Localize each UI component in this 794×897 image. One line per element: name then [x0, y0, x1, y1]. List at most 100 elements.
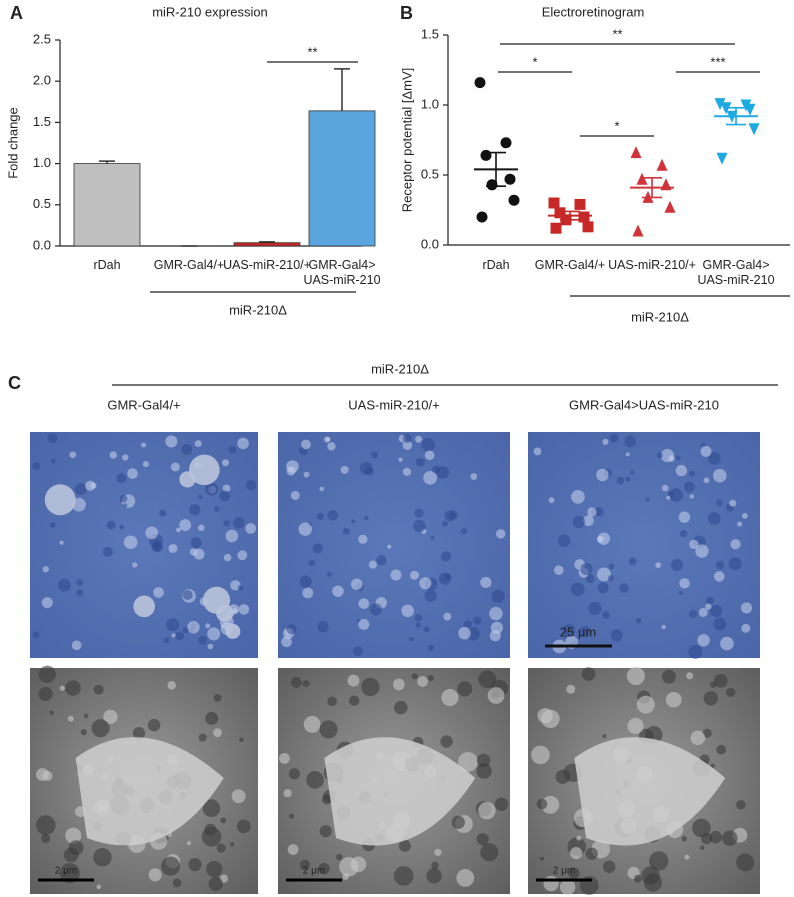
cell-texture	[301, 439, 311, 450]
em-texture	[59, 863, 80, 884]
cell-texture	[656, 452, 663, 459]
cell-texture	[655, 562, 662, 568]
cell-texture	[32, 462, 41, 471]
cell-texture	[286, 460, 299, 473]
em-texture	[80, 729, 87, 736]
cell-texture	[587, 507, 597, 517]
cell-texture	[221, 459, 230, 467]
cell-texture	[608, 563, 615, 570]
cell-texture	[419, 577, 432, 590]
cell-texture	[142, 461, 149, 468]
em-texture	[327, 696, 337, 707]
cell-texture	[50, 522, 56, 528]
cell-texture	[358, 598, 370, 609]
cell-texture	[625, 476, 631, 482]
data-point	[480, 149, 492, 161]
em-texture	[476, 763, 492, 779]
cell-texture	[553, 565, 564, 576]
data-point	[716, 152, 728, 165]
cell-texture	[495, 529, 506, 539]
em-texture	[38, 665, 56, 684]
em-texture	[186, 841, 191, 846]
bar	[73, 163, 141, 247]
em-texture	[700, 845, 705, 850]
cell-texture	[237, 550, 248, 561]
cell-texture	[332, 585, 344, 597]
em-texture	[172, 878, 182, 888]
em-texture	[167, 680, 176, 690]
em-texture	[339, 857, 359, 877]
em-texture	[91, 719, 110, 738]
cell-texture	[189, 504, 201, 516]
panel-label: B	[400, 3, 413, 23]
cell-texture	[409, 570, 420, 580]
em-texture	[411, 673, 418, 680]
cell-texture	[596, 468, 609, 482]
em-texture	[336, 853, 343, 861]
em-texture	[361, 677, 380, 697]
data-point	[508, 194, 520, 206]
data-point	[474, 77, 486, 89]
x-tick-label: UAS-miR-210/+	[223, 258, 311, 272]
cell-texture	[730, 539, 741, 550]
em-texture	[236, 819, 251, 834]
em-texture	[239, 737, 244, 742]
em-texture	[716, 744, 727, 755]
cell-texture	[707, 451, 721, 465]
cell-texture	[369, 603, 382, 616]
cell-texture	[342, 527, 350, 535]
em-texture	[537, 708, 553, 724]
em-texture	[198, 733, 207, 742]
cell-texture	[207, 627, 221, 641]
y-tick-label: 1.5	[33, 114, 51, 129]
cell-texture	[286, 624, 297, 635]
cell-texture	[490, 621, 504, 634]
cell-texture	[179, 519, 192, 531]
em-texture	[299, 859, 310, 870]
cell-texture	[625, 452, 630, 457]
cell-texture	[165, 435, 178, 448]
em-texture	[541, 795, 560, 814]
cell-texture	[102, 546, 113, 557]
cell-texture	[470, 473, 478, 480]
cell-texture	[678, 590, 683, 595]
cell-texture	[197, 524, 205, 532]
panel-label: A	[10, 3, 23, 23]
em-texture	[633, 874, 642, 883]
cell-texture	[671, 559, 684, 572]
em-texture	[213, 693, 222, 702]
em-texture	[441, 688, 459, 707]
em-texture	[681, 836, 687, 842]
cell-texture	[415, 457, 425, 467]
em-texture	[289, 813, 295, 819]
cell-texture	[661, 484, 669, 492]
data-point	[550, 222, 562, 234]
em-texture	[231, 789, 246, 804]
em-texture	[38, 686, 53, 702]
cell-texture	[616, 476, 625, 485]
cell-texture	[737, 521, 743, 527]
column-header: GMR-Gal4>UAS-miR-210	[569, 397, 719, 412]
em-texture	[188, 858, 202, 872]
cell-texture	[174, 631, 185, 641]
cell-texture	[237, 437, 249, 450]
data-point	[504, 173, 516, 185]
cell-texture	[76, 589, 84, 597]
y-tick-label: 2.0	[33, 73, 51, 88]
cell-texture	[713, 468, 727, 483]
cell-texture	[214, 506, 220, 512]
cell-texture	[387, 544, 392, 549]
cell-texture	[689, 539, 699, 550]
cell-texture	[585, 574, 595, 584]
cell-texture	[303, 471, 310, 478]
cell-texture	[141, 442, 147, 448]
cell-texture	[41, 597, 53, 609]
cell-texture	[635, 617, 642, 624]
em-texture	[568, 867, 580, 879]
em-texture	[540, 856, 545, 861]
error-bar	[334, 68, 350, 111]
em-texture	[394, 700, 408, 715]
y-tick-label: 1.0	[421, 96, 439, 111]
cell-texture	[316, 512, 325, 521]
cell-texture	[579, 625, 592, 638]
